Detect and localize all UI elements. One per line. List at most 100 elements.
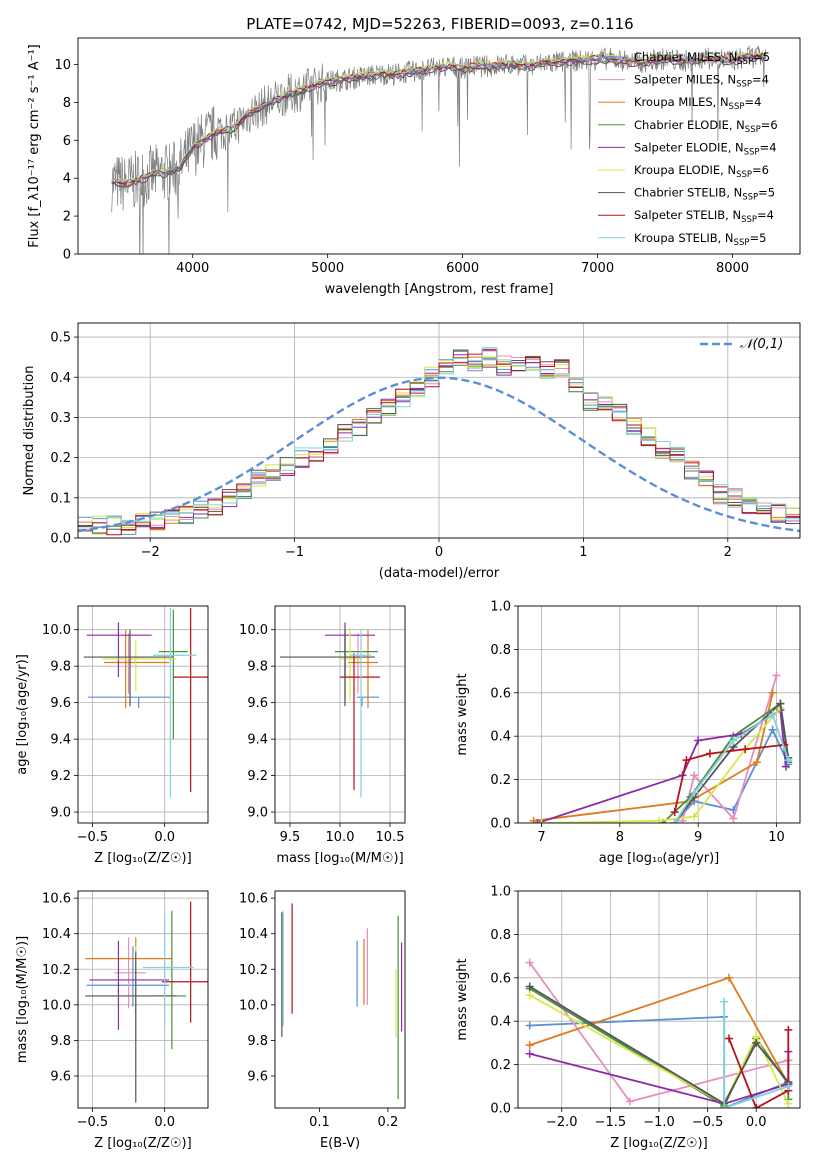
axes-frame bbox=[77, 322, 801, 539]
x-tick-label: 7000 bbox=[581, 261, 614, 276]
legend-entry: Salpeter ELODIE, NSSP=4 bbox=[634, 140, 777, 157]
y-tick-label: 9.6 bbox=[247, 1069, 268, 1084]
x-tick-label: 6000 bbox=[446, 261, 479, 276]
series-point bbox=[670, 808, 679, 817]
x-tick-label: −2.0 bbox=[546, 1115, 578, 1130]
legend-entry: Salpeter STELIB, NSSP=4 bbox=[634, 208, 774, 225]
observed-spectrum-line bbox=[111, 45, 767, 254]
y-tick-label: 9.8 bbox=[50, 1034, 71, 1049]
series-point bbox=[725, 1034, 734, 1043]
model-line-8 bbox=[111, 52, 765, 183]
series-point bbox=[768, 725, 777, 734]
axes-frame bbox=[274, 890, 406, 1109]
x-axis-label: Z [log₁₀(Z/Z☉)] bbox=[94, 851, 191, 866]
x-tick-label: −2 bbox=[141, 545, 160, 560]
legend-entry: Kroupa ELODIE, NSSP=6 bbox=[634, 163, 769, 180]
x-tick-label: −0.5 bbox=[692, 1115, 724, 1130]
y-tick-label: 6 bbox=[63, 134, 71, 149]
model-line-7 bbox=[111, 52, 766, 186]
x-tick-label: 10.0 bbox=[326, 830, 355, 845]
panel-age-vs-Z: −0.5 0.0 9.0 9.2 9.4 9.6 9.8 10.0 Z [log₁₀(Z/Z☉)… bbox=[15, 605, 209, 866]
series-point bbox=[752, 1038, 761, 1047]
x-tick-label: 5000 bbox=[311, 261, 344, 276]
legend-entry: Salpeter MILES, NSSP=4 bbox=[634, 73, 769, 90]
y-tick-label: 9.2 bbox=[247, 769, 268, 784]
series-point bbox=[784, 1025, 793, 1034]
axes-frame bbox=[77, 37, 801, 255]
x-axis-label: Z [log₁₀(Z/Z☉)] bbox=[610, 1136, 707, 1151]
legend-label: Kroupa ELODIE, N bbox=[634, 163, 736, 177]
series-point bbox=[725, 973, 734, 982]
series-point bbox=[525, 982, 534, 991]
y-axis-label: mass [log₁₀(M/M☉)] bbox=[15, 936, 30, 1063]
plot-area bbox=[78, 323, 800, 538]
x-tick-label: 8000 bbox=[716, 261, 749, 276]
legend-subscript: SSP bbox=[741, 215, 757, 225]
legend-suffix: =5 bbox=[749, 231, 766, 245]
x-tick-label: 7 bbox=[537, 830, 545, 845]
x-tick-label: −1 bbox=[285, 545, 304, 560]
y-tick-label: 0.2 bbox=[490, 773, 511, 788]
axes-frame bbox=[517, 890, 801, 1109]
x-axis-label: (data-model)/error bbox=[379, 566, 500, 581]
legend-suffix: =6 bbox=[761, 118, 778, 132]
y-tick-label: 10.6 bbox=[239, 892, 268, 907]
y-axis-label: Flux [f_λ10⁻¹⁷ erg cm⁻² s⁻¹ A⁻¹] bbox=[27, 44, 42, 248]
series-point bbox=[529, 816, 538, 823]
x-tick-label: 0.0 bbox=[746, 1115, 767, 1130]
y-tick-label: 1.0 bbox=[490, 885, 511, 900]
series-line-4 bbox=[537, 708, 787, 823]
series-point bbox=[752, 758, 761, 767]
figure-title: PLATE=0742, MJD=52263, FIBERID=0093, z=0… bbox=[246, 15, 633, 33]
legend-suffix: =4 bbox=[760, 140, 777, 154]
y-axis-label: mass weight bbox=[455, 673, 470, 755]
legend-suffix: =4 bbox=[757, 208, 774, 222]
plot-area bbox=[518, 891, 800, 1108]
series-point bbox=[729, 814, 738, 823]
legend-suffix: =4 bbox=[744, 95, 761, 109]
panel-weight-vs-age: 7 8 9 10 0.0 0.2 0.4 0.6 0.8 1.0 age [log₁₀(age/yr… bbox=[455, 600, 801, 866]
x-tick-label: −0.5 bbox=[77, 830, 109, 845]
series-point bbox=[690, 788, 699, 797]
series-point bbox=[705, 749, 714, 758]
series-point bbox=[533, 819, 542, 823]
legend-subscript: SSP bbox=[744, 147, 760, 157]
x-tick-label: 2 bbox=[724, 545, 732, 560]
y-tick-label: 10.6 bbox=[42, 892, 71, 907]
x-tick-label: 9 bbox=[694, 830, 702, 845]
y-tick-label: 10.0 bbox=[42, 998, 71, 1013]
x-tick-label: 0.1 bbox=[309, 1115, 330, 1130]
legend-entry: 𝒩(0,1) bbox=[740, 337, 783, 352]
series-point bbox=[694, 736, 703, 745]
y-tick-label: 9.6 bbox=[50, 1069, 71, 1084]
legend-entry: Chabrier STELIB, NSSP=5 bbox=[634, 186, 775, 203]
panel-weight-vs-Z: −2.0 −1.5 −1.0 −0.5 0.0 0.0 0.2 0.4 0.6 0.8 1.0 Z [… bbox=[455, 885, 801, 1151]
legend-suffix: =5 bbox=[758, 186, 775, 200]
model-line-2 bbox=[111, 53, 765, 184]
y-tick-label: 0.5 bbox=[50, 331, 71, 346]
legend-entry: Chabrier MILES, NSSP=5 bbox=[634, 50, 770, 67]
x-tick-label: −1.5 bbox=[595, 1115, 627, 1130]
legend-label: Chabrier STELIB, N bbox=[634, 186, 742, 200]
plot-area bbox=[281, 903, 403, 1100]
y-tick-label: 9.8 bbox=[247, 660, 268, 675]
x-axis-label: Z [log₁₀(Z/Z☉)] bbox=[94, 1136, 191, 1151]
y-tick-label: 9.4 bbox=[247, 733, 268, 748]
x-axis-label: mass [log₁₀(M/M☉)] bbox=[276, 851, 403, 866]
series-point bbox=[525, 1049, 534, 1058]
y-tick-label: 0.4 bbox=[490, 1015, 511, 1030]
legend-label: Salpeter STELIB, N bbox=[634, 208, 741, 222]
x-tick-label: 0.0 bbox=[154, 830, 175, 845]
legend-subscript: SSP bbox=[742, 193, 758, 203]
series-line-6 bbox=[529, 985, 789, 1105]
series-point bbox=[682, 756, 691, 765]
series-point bbox=[690, 812, 699, 821]
series-line-7 bbox=[728, 1029, 790, 1108]
legend-entry: Chabrier ELODIE, NSSP=6 bbox=[634, 118, 778, 135]
y-tick-label: 9.6 bbox=[50, 696, 71, 711]
series-point bbox=[720, 997, 729, 1006]
legend-suffix: =6 bbox=[752, 163, 769, 177]
y-tick-label: 10.4 bbox=[239, 927, 268, 942]
series-point bbox=[655, 816, 663, 823]
series-line-5 bbox=[529, 994, 790, 1105]
